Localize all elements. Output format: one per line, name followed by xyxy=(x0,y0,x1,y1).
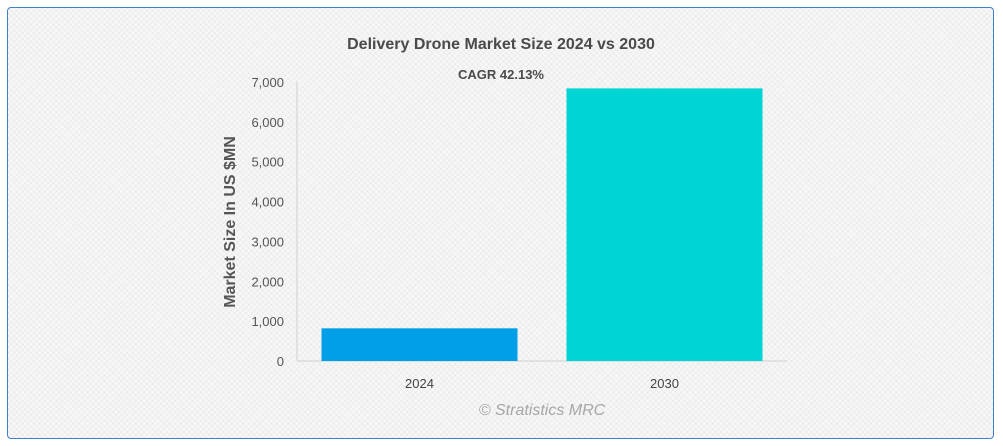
y-tick-label: 4,000 xyxy=(251,195,284,210)
bar-2024[interactable] xyxy=(321,328,518,361)
y-tick-label: 3,000 xyxy=(251,234,284,249)
y-axis-label: Market Size In US $MN xyxy=(222,136,239,308)
y-tick-label: 2,000 xyxy=(251,274,284,289)
chart-title: Delivery Drone Market Size 2024 vs 2030 xyxy=(347,36,655,53)
y-tick-label: 6,000 xyxy=(251,115,284,130)
cagr-annotation: CAGR 42.13% xyxy=(458,67,544,82)
chart-frame xyxy=(7,7,994,439)
bar-group xyxy=(321,88,763,362)
x-tick-group: 2024 2030 xyxy=(405,376,679,391)
x-tick-label: 2030 xyxy=(650,376,679,391)
y-tick-label: 5,000 xyxy=(251,155,284,170)
watermark: © Stratistics MRC xyxy=(479,402,606,419)
x-tick-label: 2024 xyxy=(405,376,434,391)
y-tick-label: 7,000 xyxy=(251,75,284,90)
y-tick-group: 0 1,000 2,000 3,000 4,000 5,000 6,000 7,000 xyxy=(251,75,284,369)
y-tick-label: 1,000 xyxy=(251,314,284,329)
bar-2030[interactable] xyxy=(566,88,763,362)
y-tick-label: 0 xyxy=(277,354,284,369)
